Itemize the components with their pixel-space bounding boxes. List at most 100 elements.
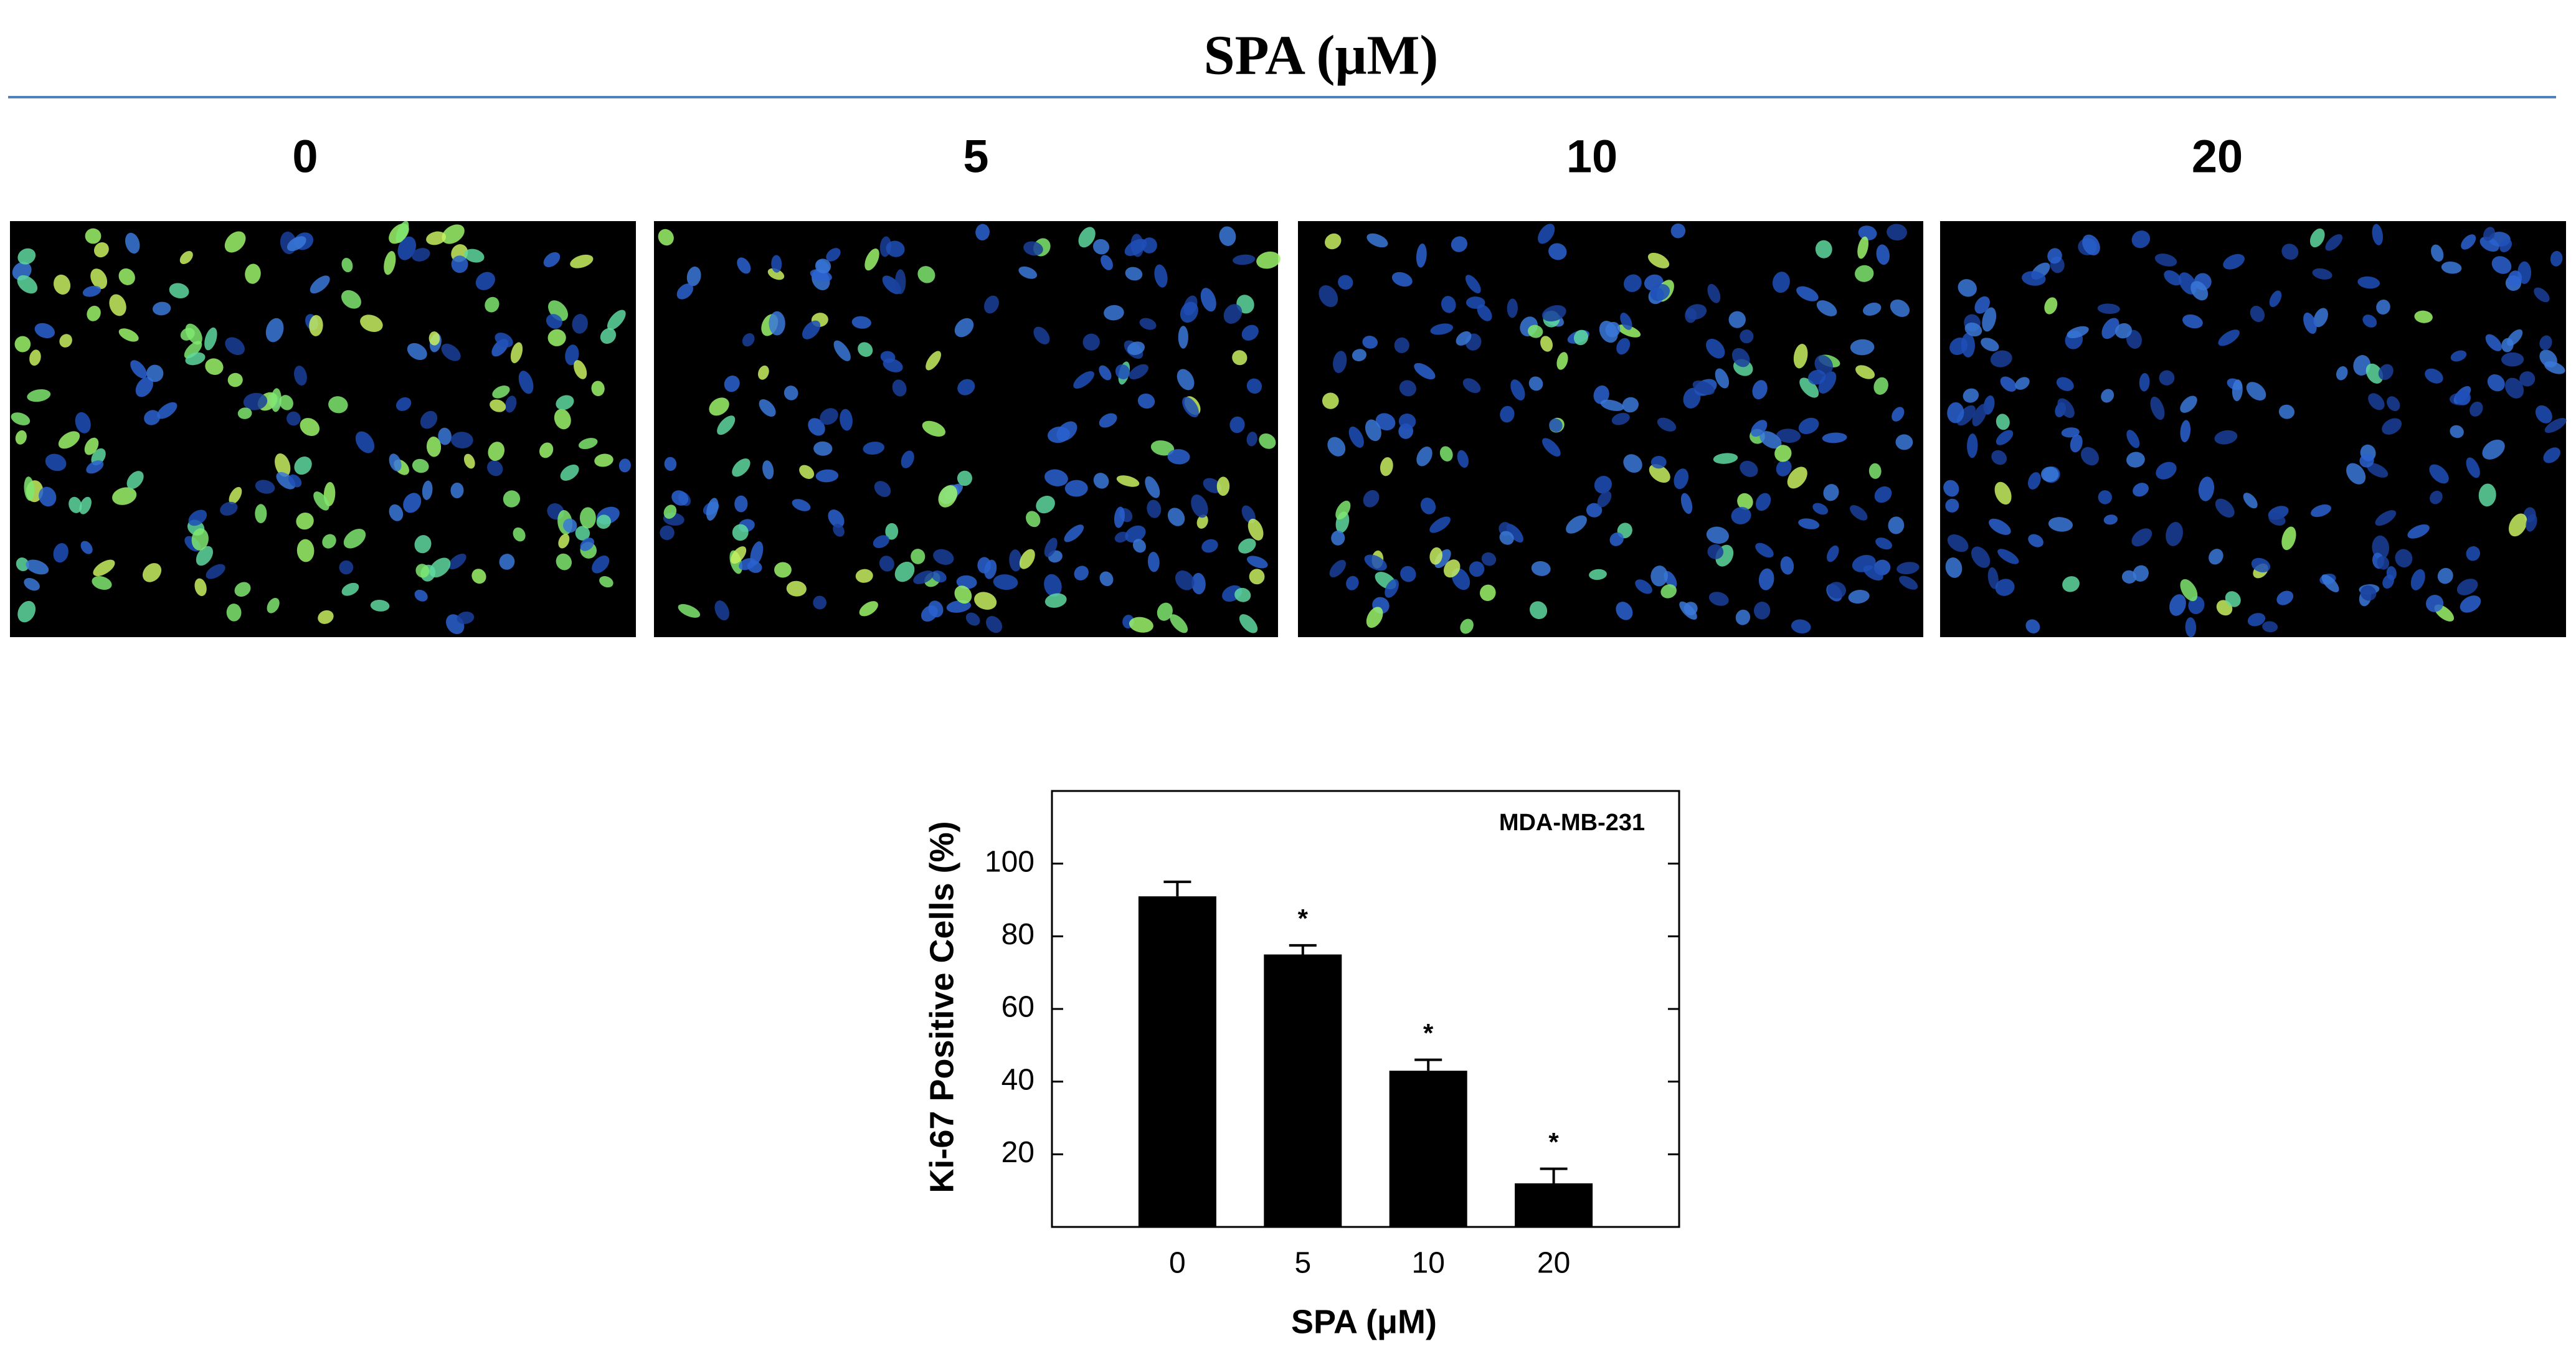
- cell-nucleus: [2098, 490, 2112, 504]
- cell-nucleus: [2455, 390, 2471, 405]
- cell-nucleus: [1650, 566, 1668, 587]
- cell-nucleus: [2154, 253, 2177, 267]
- cell-nucleus: [1466, 296, 1485, 309]
- cell-nucleus: [660, 525, 675, 541]
- cell-nucleus: [504, 395, 517, 413]
- cell-nucleus: [2346, 463, 2366, 485]
- cell-nucleus: [954, 318, 974, 338]
- cell-nucleus: [1338, 275, 1353, 290]
- cell-nucleus: [558, 534, 570, 549]
- cell-nucleus: [664, 457, 677, 471]
- cell-nucleus: [93, 242, 109, 258]
- cell-nucleus: [1201, 539, 1218, 553]
- cell-nucleus: [1623, 454, 1642, 473]
- cell-nucleus: [885, 523, 899, 540]
- cell-nucleus: [956, 575, 977, 589]
- cell-nucleus: [1622, 397, 1639, 413]
- cell-nucleus: [1707, 283, 1721, 303]
- cell-nucleus: [407, 343, 427, 361]
- cell-nucleus: [579, 507, 596, 529]
- cell-nucleus: [179, 250, 193, 265]
- cell-nucleus: [1706, 526, 1729, 544]
- cell-nucleus: [957, 470, 972, 486]
- cell-nucleus: [206, 564, 225, 579]
- cell-nucleus: [974, 592, 997, 610]
- cell-nucleus: [153, 301, 171, 316]
- cell-nucleus: [1331, 530, 1345, 546]
- cell-nucleus: [1755, 542, 1774, 558]
- cell-nucleus: [487, 460, 503, 476]
- cell-nucleus: [1099, 413, 1117, 428]
- cell-nucleus: [1997, 549, 2019, 564]
- cell-nucleus: [1234, 587, 1251, 602]
- cell-nucleus: [135, 377, 153, 397]
- significance-marker: *: [1298, 904, 1309, 933]
- cell-nucleus: [1420, 498, 1436, 514]
- cell-nucleus: [2281, 244, 2299, 260]
- cell-nucleus: [984, 295, 999, 314]
- cell-nucleus: [255, 480, 275, 494]
- cell-nucleus: [441, 343, 461, 361]
- cell-nucleus: [1465, 275, 1481, 293]
- cell-nucleus: [2126, 452, 2145, 468]
- cell-nucleus: [671, 490, 689, 506]
- cell-nucleus: [1791, 619, 1811, 634]
- cell-nucleus: [384, 251, 396, 275]
- cell-nucleus: [2070, 434, 2083, 453]
- cell-nucleus: [1154, 264, 1168, 288]
- cell-nucleus: [1611, 412, 1630, 425]
- cell-nucleus: [313, 491, 329, 511]
- cell-nucleus: [112, 487, 137, 505]
- cell-nucleus: [451, 432, 473, 448]
- cell-nucleus: [592, 555, 610, 574]
- cell-nucleus: [2278, 404, 2295, 419]
- cell-nucleus: [2225, 591, 2241, 607]
- cell-nucleus: [2382, 418, 2402, 435]
- cell-nucleus: [450, 482, 464, 499]
- cell-nucleus: [1099, 571, 1114, 587]
- cell-nucleus: [1995, 579, 2015, 596]
- cell-nucleus: [750, 541, 764, 566]
- cell-nucleus: [54, 274, 71, 295]
- cell-nucleus: [343, 529, 366, 549]
- chart-annotation: MDA-MB-231: [1499, 810, 1645, 836]
- cell-nucleus: [1082, 333, 1100, 351]
- cell-nucleus: [224, 231, 246, 253]
- x-axis-label: SPA (μM): [1291, 1303, 1437, 1340]
- cell-nucleus: [554, 409, 571, 430]
- cell-nucleus: [2047, 248, 2062, 264]
- cell-nucleus: [1616, 338, 1631, 355]
- cell-nucleus: [1044, 574, 1062, 597]
- cell-nucleus: [1104, 305, 1124, 321]
- cell-nucleus: [451, 255, 468, 273]
- cell-nucleus: [1680, 493, 1693, 514]
- cell-nucleus: [1620, 313, 1632, 330]
- cell-nucleus: [1460, 618, 1474, 634]
- cell-nucleus: [24, 476, 35, 501]
- cell-nucleus: [2182, 314, 2203, 329]
- cell-nucleus: [2311, 504, 2331, 518]
- cell-nucleus: [922, 420, 946, 437]
- cell-nucleus: [758, 365, 769, 380]
- cell-nucleus: [1167, 449, 1190, 465]
- cell-nucleus: [15, 430, 27, 445]
- cell-nucleus: [485, 296, 500, 313]
- cell-nucleus: [2508, 513, 2527, 537]
- cell-nucleus: [2159, 370, 2175, 386]
- cell-nucleus: [2166, 521, 2183, 546]
- cell-nucleus: [1527, 324, 1543, 338]
- x-tick-label: 0: [1169, 1247, 1186, 1280]
- cell-nucleus: [341, 290, 361, 309]
- cell-nucleus: [1600, 399, 1624, 411]
- cell-nucleus: [1451, 236, 1467, 252]
- y-tick-label: 60: [1002, 991, 1035, 1024]
- cell-nucleus: [2483, 227, 2495, 241]
- cell-nucleus: [2539, 335, 2552, 351]
- cell-nucleus: [1239, 614, 1258, 633]
- cell-nucleus: [1873, 377, 1888, 395]
- cell-nucleus: [855, 569, 873, 583]
- cell-nucleus: [1875, 537, 1892, 550]
- cell-nucleus: [2309, 228, 2325, 248]
- cell-nucleus: [883, 358, 903, 372]
- cell-nucleus: [2466, 457, 2480, 478]
